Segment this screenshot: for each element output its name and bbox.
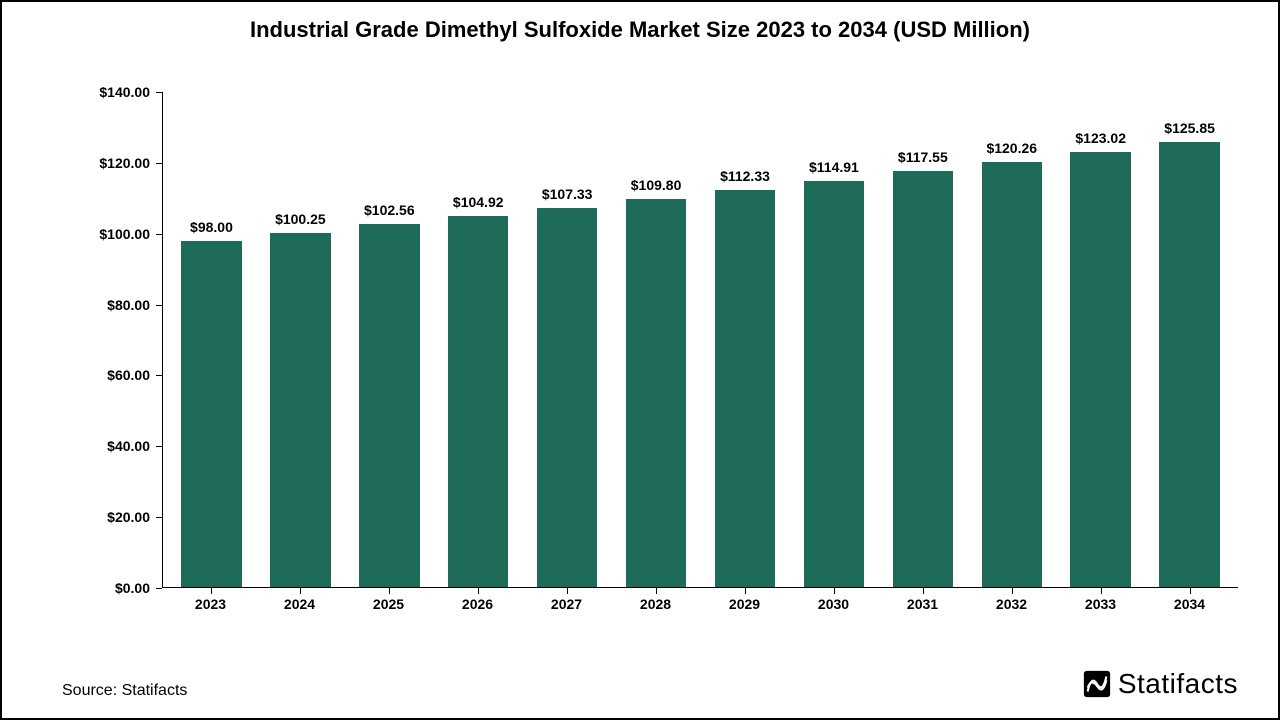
bar: $102.56 bbox=[359, 224, 419, 587]
bar-slot: $100.25 bbox=[256, 92, 345, 587]
bar-value-label: $125.85 bbox=[1164, 120, 1215, 142]
bar: $107.33 bbox=[537, 208, 597, 587]
y-tick-label: $80.00 bbox=[62, 297, 162, 313]
bar-value-label: $100.25 bbox=[275, 211, 326, 233]
x-tick-label: 2023 bbox=[166, 588, 255, 618]
bar-value-label: $117.55 bbox=[898, 149, 948, 171]
x-tick-label: 2032 bbox=[967, 588, 1056, 618]
bar: $120.26 bbox=[982, 162, 1042, 587]
bar-slot: $98.00 bbox=[167, 92, 256, 587]
brand: Statifacts bbox=[1082, 668, 1238, 700]
y-tick-label: $100.00 bbox=[62, 226, 162, 242]
x-tick-label: 2026 bbox=[433, 588, 522, 618]
source-text: Source: Statifacts bbox=[62, 682, 187, 700]
plot-area: $0.00 $20.00 $40.00 $60.00 $80.00 $100.00 $120… bbox=[62, 92, 1238, 618]
bar: $123.02 bbox=[1070, 152, 1130, 587]
y-tick-label: $40.00 bbox=[62, 438, 162, 454]
brand-logo-icon bbox=[1082, 669, 1112, 699]
bar-value-label: $114.91 bbox=[809, 159, 859, 181]
x-tick-label: 2029 bbox=[700, 588, 789, 618]
y-tick-label: $60.00 bbox=[62, 367, 162, 383]
bar-slot: $123.02 bbox=[1056, 92, 1145, 587]
bar-slot: $107.33 bbox=[523, 92, 612, 587]
x-tick-label: 2033 bbox=[1056, 588, 1145, 618]
bar-value-label: $102.56 bbox=[364, 202, 415, 224]
bar: $104.92 bbox=[448, 216, 508, 587]
y-tick-label: $140.00 bbox=[62, 84, 162, 100]
y-tick-label: $0.00 bbox=[62, 580, 162, 596]
bar-value-label: $120.26 bbox=[986, 140, 1037, 162]
bar: $98.00 bbox=[181, 241, 241, 588]
bar-slot: $117.55 bbox=[878, 92, 967, 587]
bar: $112.33 bbox=[715, 190, 775, 587]
bar: $109.80 bbox=[626, 199, 686, 587]
bar-slot: $114.91 bbox=[789, 92, 878, 587]
bar-value-label: $112.33 bbox=[720, 168, 770, 190]
chart-title: Industrial Grade Dimethyl Sulfoxide Mark… bbox=[2, 2, 1278, 48]
y-tick-label: $120.00 bbox=[62, 155, 162, 171]
x-tick-label: 2027 bbox=[522, 588, 611, 618]
bar-slot: $120.26 bbox=[967, 92, 1056, 587]
bar-value-label: $109.80 bbox=[631, 177, 682, 199]
chart-frame: Industrial Grade Dimethyl Sulfoxide Mark… bbox=[0, 0, 1280, 720]
bars-container: $98.00 $100.25 $102.56 $104.92 $107.33 $109.8… bbox=[163, 92, 1238, 587]
plot: $98.00 $100.25 $102.56 $104.92 $107.33 $109.8… bbox=[162, 92, 1238, 588]
y-axis: $0.00$20.00$40.00$60.00$80.00$100.00$120… bbox=[62, 92, 162, 588]
bar-value-label: $123.02 bbox=[1075, 130, 1126, 152]
bar: $125.85 bbox=[1159, 142, 1219, 587]
x-tick-label: 2024 bbox=[255, 588, 344, 618]
bar-slot: $109.80 bbox=[612, 92, 701, 587]
footer: Source: Statifacts Statifacts bbox=[62, 668, 1238, 700]
bar: $100.25 bbox=[270, 233, 330, 587]
brand-text: Statifacts bbox=[1118, 668, 1238, 700]
x-tick-label: 2031 bbox=[878, 588, 967, 618]
bar-slot: $102.56 bbox=[345, 92, 434, 587]
x-tick-label: 2025 bbox=[344, 588, 433, 618]
x-tick-label: 2034 bbox=[1145, 588, 1234, 618]
bar-slot: $112.33 bbox=[701, 92, 790, 587]
bar: $117.55 bbox=[893, 171, 953, 587]
bar-slot: $104.92 bbox=[434, 92, 523, 587]
bar: $114.91 bbox=[804, 181, 864, 587]
x-axis: 2023202420252026202720282029203020312032… bbox=[162, 588, 1238, 618]
x-tick-label: 2028 bbox=[611, 588, 700, 618]
x-tick-label: 2030 bbox=[789, 588, 878, 618]
bar-slot: $125.85 bbox=[1145, 92, 1234, 587]
bar-value-label: $107.33 bbox=[542, 186, 593, 208]
y-tick-label: $20.00 bbox=[62, 509, 162, 525]
bar-value-label: $98.00 bbox=[190, 219, 233, 241]
bar-value-label: $104.92 bbox=[453, 194, 504, 216]
